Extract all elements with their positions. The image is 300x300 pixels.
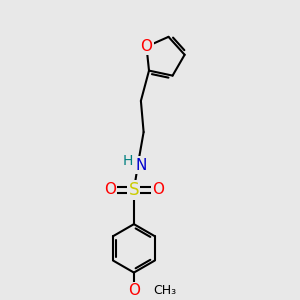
Text: O: O bbox=[152, 182, 164, 197]
Text: N: N bbox=[136, 158, 147, 173]
Text: O: O bbox=[104, 182, 116, 197]
Text: H: H bbox=[122, 154, 133, 168]
Text: S: S bbox=[129, 181, 139, 199]
Text: O: O bbox=[140, 39, 152, 54]
Text: CH₃: CH₃ bbox=[153, 284, 176, 297]
Text: O: O bbox=[128, 283, 140, 298]
